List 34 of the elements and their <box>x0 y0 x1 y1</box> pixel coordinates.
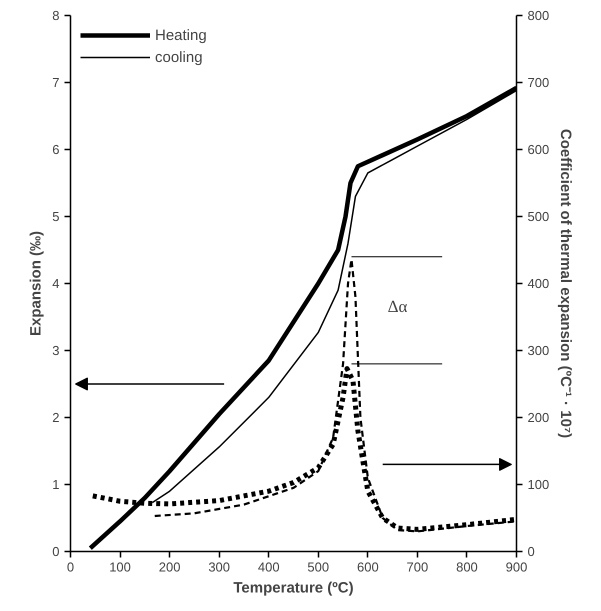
x-tick-label: 200 <box>158 560 180 574</box>
x-tick-label: 300 <box>208 560 230 574</box>
annotation: Δα <box>388 297 408 316</box>
x-axis-title: Temperature (ºC) <box>233 580 354 596</box>
y-axis-title: Expansion (‰) <box>27 230 44 336</box>
x-tick-label: 600 <box>356 560 379 574</box>
y2-tick-label: 400 <box>528 276 550 291</box>
x-tick-label: 700 <box>406 560 428 574</box>
y-tick-label: 3 <box>52 343 60 358</box>
y-tick-label: 8 <box>52 8 60 23</box>
y2-tick-label: 800 <box>528 8 550 23</box>
y-tick-label: 0 <box>52 544 60 559</box>
y2-axis-title: Coefficient of thermal expansion (ºC⁻¹ · 10⁷) <box>557 128 574 438</box>
legend-label: cooling <box>155 48 203 66</box>
y2-tick-label: 700 <box>528 75 550 90</box>
y2-tick-label: 600 <box>528 142 550 157</box>
y-tick-label: 1 <box>52 477 60 492</box>
y-tick-label: 5 <box>52 209 60 224</box>
y2-tick-label: 0 <box>528 544 535 559</box>
x-tick-label: 800 <box>456 560 478 574</box>
x-tick-label: 400 <box>258 560 280 574</box>
y-tick-label: 4 <box>52 276 60 291</box>
x-tick-label: 500 <box>307 560 330 574</box>
y-tick-label: 6 <box>52 142 60 157</box>
x-tick-label: 900 <box>506 560 528 574</box>
y2-tick-label: 100 <box>528 477 550 492</box>
x-tick-label: 100 <box>109 560 131 574</box>
y2-tick-label: 500 <box>528 209 550 224</box>
y-tick-label: 2 <box>52 410 60 425</box>
legend-label: Heating <box>155 26 207 44</box>
y-tick-label: 7 <box>52 75 60 90</box>
x-tick-label: 0 <box>66 560 74 574</box>
y2-tick-label: 200 <box>528 410 550 425</box>
y2-tick-label: 300 <box>528 343 550 358</box>
